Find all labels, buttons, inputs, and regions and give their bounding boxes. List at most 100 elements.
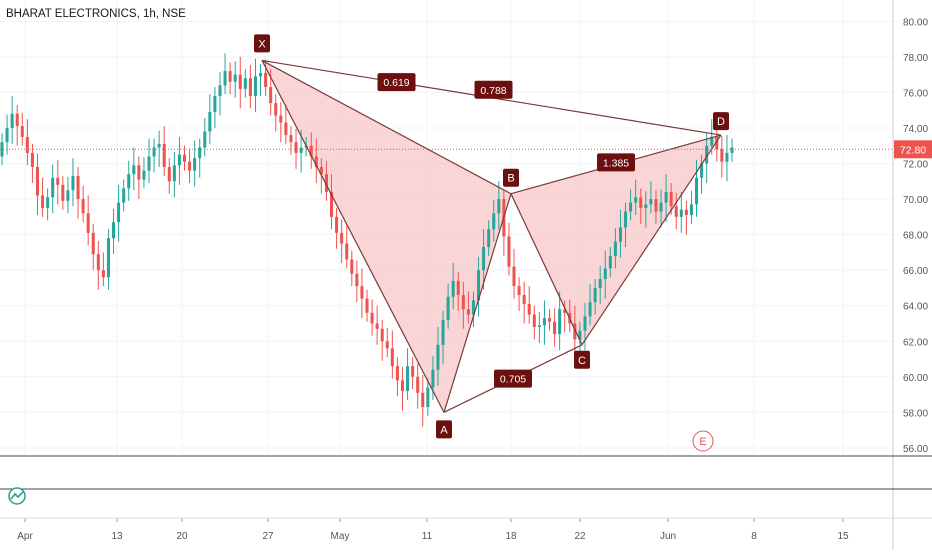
ratio-label-box	[474, 80, 513, 99]
candle-body	[238, 74, 242, 89]
candle-body	[15, 113, 19, 127]
candle-body	[248, 78, 252, 96]
candle-body	[669, 191, 673, 207]
candle-body	[96, 254, 100, 271]
pattern-line-cd	[581, 134, 722, 346]
tradingview-logo-icon[interactable]	[4, 486, 30, 506]
x-tick-label: 8	[751, 531, 757, 542]
candle-body	[264, 72, 268, 88]
candle-body	[314, 156, 318, 168]
candle-body	[512, 266, 516, 287]
candle-body	[487, 229, 491, 248]
last-price-label: 72.80	[900, 144, 926, 156]
candle-body	[279, 115, 283, 123]
candle-body	[294, 142, 298, 153]
candle-body	[172, 165, 176, 182]
point-label-a: A	[440, 424, 448, 436]
y-tick-label: 78.00	[903, 53, 928, 64]
candle-body	[573, 323, 577, 340]
event-marker-icon[interactable]	[692, 430, 714, 452]
candle-body	[426, 387, 430, 408]
candle-body	[466, 309, 470, 315]
candle-body	[705, 145, 709, 164]
candle-body	[198, 147, 202, 159]
candle-body	[679, 209, 683, 217]
candle-body	[700, 163, 704, 178]
y-tick-label: 58.00	[903, 408, 928, 419]
candle-body	[674, 206, 678, 217]
candle-body	[664, 191, 668, 203]
candle-body	[436, 344, 440, 370]
candle-body	[608, 255, 612, 269]
candle-body	[416, 376, 420, 393]
ratio-label: 1.385	[603, 157, 629, 169]
ratio-label-box	[494, 369, 532, 388]
candle-body	[689, 204, 693, 216]
pattern-line-bc	[510, 193, 583, 346]
candle-body	[720, 149, 724, 162]
candle-body	[360, 286, 364, 299]
candle-body	[451, 280, 455, 297]
candle-body	[492, 213, 496, 230]
candle-body	[340, 232, 344, 244]
candle-body	[25, 136, 29, 153]
candle-body	[324, 174, 328, 192]
x-tick-label: May	[331, 531, 350, 542]
candle-body	[365, 298, 369, 313]
point-label-box	[436, 420, 452, 439]
candle-body	[578, 330, 582, 340]
candle-body	[122, 188, 126, 203]
candle-body	[477, 270, 481, 301]
y-tick-label: 80.00	[903, 17, 928, 28]
candle-body	[370, 312, 374, 324]
candle-body	[66, 190, 70, 201]
candle-body	[233, 74, 237, 82]
candle-body	[86, 213, 90, 233]
candle-body	[644, 204, 648, 208]
candle-body	[350, 259, 354, 274]
candle-body	[243, 78, 247, 89]
candle-body	[532, 314, 536, 328]
candle-body	[730, 147, 734, 153]
y-tick-label: 70.00	[903, 195, 928, 206]
candle-body	[461, 295, 465, 310]
candle-body	[106, 238, 110, 278]
candle-body	[375, 323, 379, 329]
point-label-box	[713, 112, 729, 131]
candle-body	[456, 280, 460, 296]
candle-body	[213, 95, 217, 112]
pattern-triangle-bcd	[511, 135, 721, 345]
candle-body	[563, 309, 567, 313]
candle-body	[537, 325, 541, 328]
pattern-line-ab	[443, 193, 512, 413]
x-tick-label: 11	[422, 531, 433, 542]
candle-body	[193, 158, 197, 171]
candle-body	[380, 328, 384, 342]
candle-body	[167, 167, 171, 182]
point-label-d: D	[717, 116, 725, 128]
candle-body	[639, 197, 643, 208]
x-tick-label: Jun	[660, 531, 676, 542]
y-tick-label: 72.00	[903, 160, 928, 171]
candle-body	[152, 147, 156, 157]
candle-body	[335, 216, 339, 233]
y-tick-label: 66.00	[903, 266, 928, 277]
ratio-label-box	[597, 153, 635, 172]
candle-body	[694, 177, 699, 205]
candle-body	[10, 113, 14, 128]
candle-body	[471, 300, 475, 315]
ratio-label: 0.619	[383, 77, 409, 89]
candle-body	[56, 177, 60, 185]
candle-body	[725, 152, 729, 162]
candle-body	[20, 126, 24, 137]
candle-body	[421, 392, 425, 408]
candle-body	[553, 321, 557, 335]
candle-body	[649, 199, 653, 205]
candle-body	[309, 145, 313, 157]
ratio-label-box	[377, 73, 416, 92]
candle-body	[624, 211, 628, 228]
candle-body	[593, 287, 597, 303]
candle-body	[203, 131, 207, 148]
